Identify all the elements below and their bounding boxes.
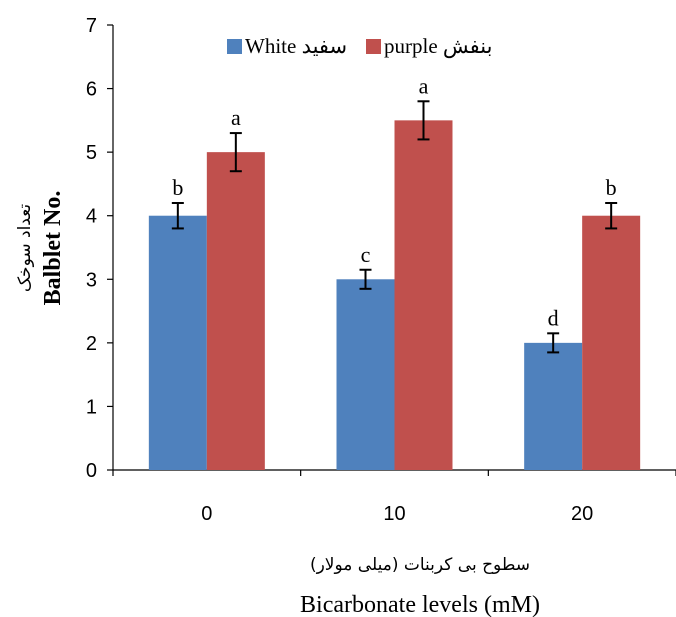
significance-letter: a <box>419 73 429 98</box>
significance-letters: b a c a d b <box>172 73 616 330</box>
error-bars <box>171 100 618 354</box>
y-tick-label: 6 <box>86 79 97 101</box>
y-tick-label: 0 <box>86 460 97 482</box>
legend-swatch <box>366 39 381 54</box>
significance-letter: a <box>231 105 241 130</box>
x-tick-label: 10 <box>383 503 405 525</box>
y-axis-title-fa: تعداد سوخک <box>15 204 35 293</box>
bar <box>524 342 583 470</box>
bar <box>582 215 641 470</box>
y-tick-label: 3 <box>86 269 97 291</box>
y-tick-label: 5 <box>86 142 97 164</box>
x-tick-label: 0 <box>201 503 212 525</box>
bars <box>148 120 641 470</box>
legend-label: purple بنفش <box>384 34 492 59</box>
bar <box>336 279 395 470</box>
x-axis-title-en: Bicarbonate levels (mM) <box>300 592 540 617</box>
y-ticks: 0 1 2 3 4 5 6 7 <box>86 15 113 482</box>
legend-swatch <box>227 39 242 54</box>
legend: White سفید purple بنفش <box>227 34 492 59</box>
y-tick-label: 1 <box>86 396 97 418</box>
bar <box>394 120 453 470</box>
x-tick-label: 20 <box>571 503 593 525</box>
significance-letter: b <box>606 175 617 200</box>
x-ticks: 0 10 20 <box>112 470 676 525</box>
legend-label: White سفید <box>245 34 347 58</box>
significance-letter: b <box>172 175 183 200</box>
bar <box>148 215 207 470</box>
y-tick-label: 4 <box>86 206 97 228</box>
significance-letter: d <box>548 305 559 330</box>
y-tick-label: 7 <box>86 15 97 37</box>
bar <box>206 152 265 470</box>
significance-letter: c <box>361 242 371 267</box>
y-tick-label: 2 <box>86 333 97 355</box>
y-axis-title-en: Balblet No. <box>40 191 66 306</box>
x-axis-title-fa: سطوح بی کربنات (میلی مولار) <box>310 555 530 575</box>
